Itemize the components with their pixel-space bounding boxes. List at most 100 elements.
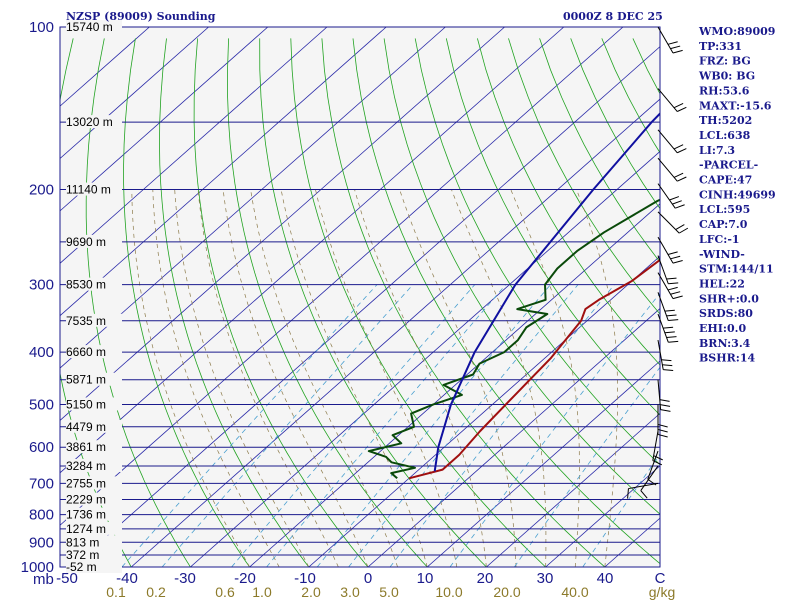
sounding-index-label: BRN:3.4 [699, 337, 751, 350]
wind-barb [657, 404, 668, 438]
isotherm-line [130, 98, 660, 567]
temperature-tick-label: 10 [417, 570, 434, 587]
dry-adiabat-line [445, 38, 660, 416]
height-label-bg [66, 547, 122, 561]
profile-lines [367, 112, 660, 480]
height-tick-label: 11140 m [66, 183, 111, 197]
sounding-index-label: LCL:638 [699, 129, 751, 142]
height-tick-label: 3861 m [66, 440, 106, 454]
dry-adiabat-line [159, 38, 310, 567]
temperature-tick-label: 40 [597, 570, 614, 587]
temperature-tick-label: C [655, 570, 666, 587]
dry-adiabat-line [788, 38, 800, 578]
dry-adiabat-line [321, 38, 606, 567]
wind-barb [627, 482, 659, 499]
height-label-bg [66, 345, 122, 359]
height-tick-label: 4479 m [66, 420, 106, 434]
temperature-tick-label: -10 [294, 570, 316, 587]
dry-adiabat-line [508, 38, 660, 315]
mixing-ratio-tick-label: 2.0 [301, 584, 321, 600]
wind-barb [657, 236, 683, 264]
wind-barb [657, 129, 687, 154]
height-label-bg [66, 507, 122, 521]
sounding-index-label: TH:5202 [699, 114, 752, 127]
sounding-index-label: CINH:49699 [699, 188, 776, 201]
pressure-tick-label: 600 [29, 439, 54, 456]
dry-adiabat-line [383, 38, 660, 515]
pressure-unit: mb [33, 571, 54, 588]
mixing-ratio-tick-label: 0.2 [146, 584, 166, 600]
station-title: NZSP (89009) Sounding [66, 10, 216, 23]
pressure-tick-label: 700 [29, 475, 54, 492]
valid-time: 0000Z 8 DEC 25 [563, 10, 663, 23]
wind-barb [657, 313, 679, 343]
sounding-index-label: WB0: BG [698, 70, 755, 83]
dry-adiabat-line [123, 38, 251, 567]
dry-adiabat-line [477, 38, 660, 366]
mixing-ratio-tick-label: 3.0 [340, 584, 360, 600]
isotherm-line [60, 27, 446, 369]
dry-adiabat-line [352, 38, 660, 565]
sounding-index-label: -WIND- [699, 248, 745, 261]
isotherm-line [60, 27, 269, 212]
parcel-profile-line [433, 112, 660, 472]
height-label-bg [66, 440, 122, 454]
mixing-ratio-line [266, 284, 507, 567]
isotherm-line [60, 27, 565, 474]
height-tick-label: 9690 m [66, 235, 106, 249]
height-tick-label: 13020 m [66, 115, 113, 129]
moist-adiabat-line [197, 189, 339, 567]
wind-barbs [627, 26, 689, 499]
wind-barb [657, 211, 689, 234]
height-tick-label: 2229 m [66, 493, 106, 507]
isotherm-line [60, 27, 505, 421]
temperature-tick-label: 20 [477, 570, 494, 587]
height-label-bg [66, 372, 122, 386]
sounding-index-label: SHR+:0.0 [699, 292, 759, 305]
temperature-profile-line [408, 258, 660, 480]
dry-adiabat-line [757, 38, 800, 578]
height-label-bg [66, 535, 122, 549]
height-label-bg [66, 397, 122, 411]
isotherm-line [545, 465, 660, 567]
pressure-tick-label: 200 [29, 182, 54, 199]
pressure-tick-label: 400 [29, 344, 54, 361]
isotherm-line [60, 27, 328, 264]
height-tick-label: 15740 m [66, 20, 113, 34]
height-label-bg [66, 182, 122, 196]
sounding-index-label: LCL:595 [699, 203, 750, 216]
mixing-ratio-tick-label: 40.0 [561, 584, 588, 600]
wind-barb [657, 292, 679, 322]
sounding-index-label: LFC:-1 [699, 233, 740, 246]
height-label-bg [66, 560, 122, 573]
height-label-bg [66, 458, 122, 472]
sounding-index-label: CAP:7.0 [699, 218, 748, 231]
wind-barb [657, 183, 685, 209]
sounding-index-label: TP:331 [699, 40, 742, 53]
sounding-index-label: CAPE:47 [699, 174, 752, 187]
wind-barb [657, 379, 671, 412]
wind-barb [657, 255, 679, 285]
height-label-bg [66, 476, 122, 490]
mixing-ratio-tick-label: 0.1 [106, 584, 126, 600]
height-label-bg [66, 313, 122, 327]
height-label-bg [66, 521, 122, 535]
height-tick-label: 3284 m [66, 459, 106, 473]
pressure-tick-label: 300 [29, 277, 54, 294]
temperature-tick-label: -30 [174, 570, 196, 587]
mixing-ratio-tick-label: 0.6 [215, 584, 235, 600]
height-tick-label: 5150 m [66, 397, 106, 411]
temperature-tick-label: 30 [537, 570, 554, 587]
temperature-tick-label: 0 [364, 570, 372, 587]
sounding-index-label: RH:53.6 [699, 84, 750, 97]
sounding-index-label: SRDS:80 [699, 307, 753, 320]
mixing-ratio-tick-label: g/kg [649, 584, 675, 600]
dry-adiabat-line [85, 38, 191, 567]
isotherm-line [486, 412, 660, 567]
height-label-bg [66, 20, 122, 33]
pressure-tick-label: 900 [29, 534, 54, 551]
wind-barb [657, 339, 674, 371]
